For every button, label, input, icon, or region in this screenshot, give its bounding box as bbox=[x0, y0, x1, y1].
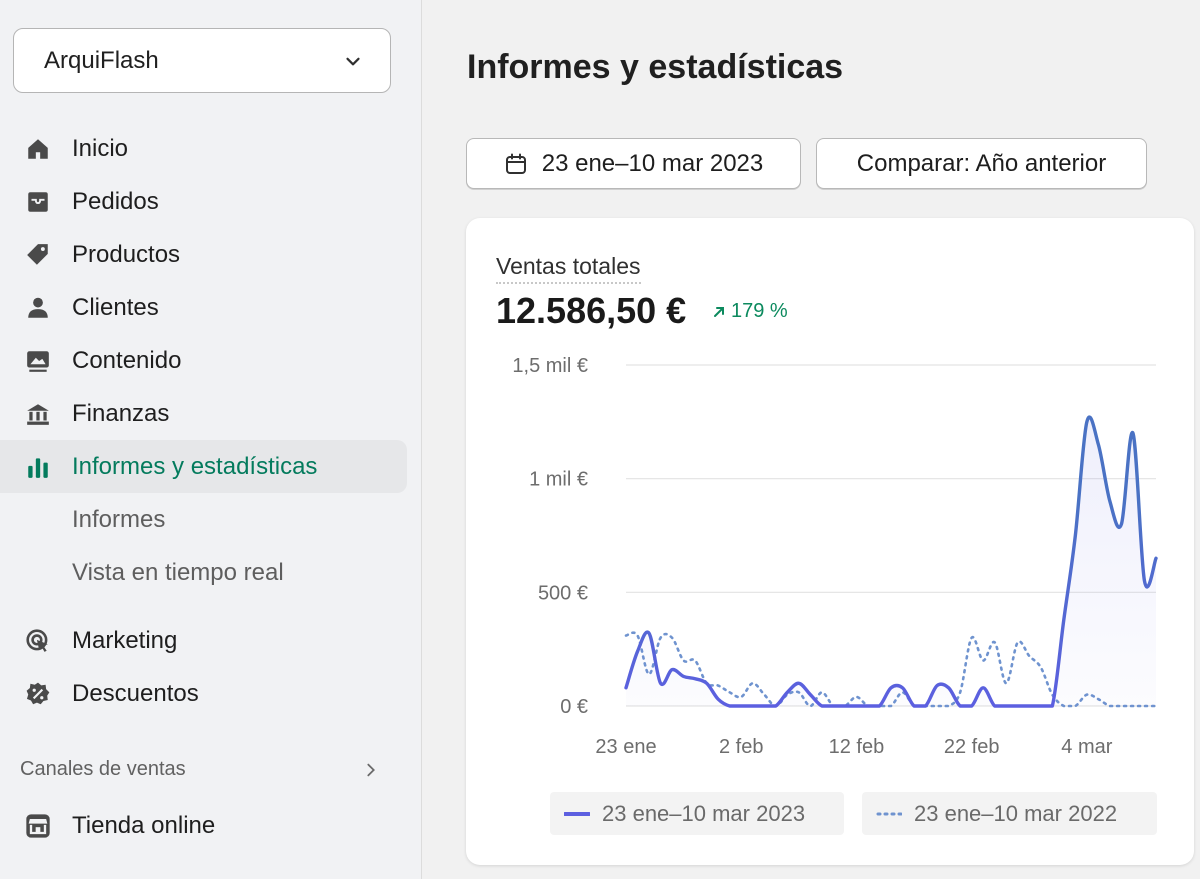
metric-change-value: 179 % bbox=[731, 300, 788, 322]
nav-item-label: Inicio bbox=[72, 134, 129, 162]
sales-line-chart: 1,5 mil € 1 mil € 500 € 0 € 23 ene 2 feb 12 f… bbox=[512, 355, 1158, 758]
inbox-icon bbox=[24, 188, 52, 216]
chevron-right-icon bbox=[367, 763, 375, 776]
x-tick-label: 23 ene bbox=[595, 736, 656, 758]
page-title: Informes y estadísticas bbox=[467, 48, 844, 86]
nav-item-label: Descuentos bbox=[72, 679, 199, 707]
nav-item-tienda-online[interactable]: Tienda online bbox=[24, 799, 215, 852]
legend-item-current[interactable]: 23 ene–10 mar 2023 bbox=[550, 792, 844, 835]
nav-item-clientes[interactable]: Clientes bbox=[0, 281, 407, 334]
nav-item-finanzas[interactable]: Finanzas bbox=[0, 387, 407, 440]
y-tick-label: 500 € bbox=[538, 582, 588, 604]
sales-channels-header[interactable]: Canales de ventas bbox=[20, 758, 380, 781]
sidebar: ArquiFlash Inicio Pedidos Productos C bbox=[0, 0, 422, 879]
bar-chart-icon bbox=[24, 453, 52, 481]
x-tick-label: 22 feb bbox=[944, 736, 1000, 758]
nav-item-label: Clientes bbox=[72, 293, 159, 321]
store-selector[interactable]: ArquiFlash bbox=[13, 28, 391, 93]
metric-value: 12.586,50 € bbox=[496, 290, 687, 331]
person-icon bbox=[24, 294, 52, 322]
legend-solid-line-icon bbox=[564, 811, 590, 816]
tag-icon bbox=[24, 241, 52, 269]
nav-item-pedidos[interactable]: Pedidos bbox=[0, 175, 407, 228]
nav-item-label: Productos bbox=[72, 240, 181, 268]
bank-icon bbox=[24, 400, 52, 428]
nav-item-marketing[interactable]: Marketing bbox=[0, 614, 407, 667]
nav-item-label: Tienda online bbox=[72, 811, 216, 839]
x-tick-label: 2 feb bbox=[719, 736, 763, 758]
nav-item-inicio[interactable]: Inicio bbox=[0, 122, 407, 175]
x-tick-label: 12 feb bbox=[829, 736, 885, 758]
calendar-icon bbox=[505, 153, 526, 174]
main-nav: Inicio Pedidos Productos Clientes Conten… bbox=[0, 122, 407, 720]
date-range-button[interactable]: 23 ene–10 mar 2023 bbox=[466, 138, 801, 189]
nav-item-productos[interactable]: Productos bbox=[0, 228, 407, 281]
nav-subitem-tiempo-real[interactable]: Vista en tiempo real bbox=[72, 558, 284, 586]
legend-dotted-line-icon bbox=[876, 812, 902, 815]
y-tick-label: 1,5 mil € bbox=[512, 355, 588, 377]
home-icon bbox=[24, 135, 52, 163]
nav-item-label: Informes y estadísticas bbox=[72, 452, 318, 480]
metric-label[interactable]: Ventas totales bbox=[496, 253, 641, 284]
y-tick-label: 1 mil € bbox=[529, 469, 588, 491]
nav-item-label: Finanzas bbox=[72, 399, 170, 427]
nav-item-contenido[interactable]: Contenido bbox=[0, 334, 407, 387]
y-tick-label: 0 € bbox=[560, 696, 588, 718]
legend-label: 23 ene–10 mar 2023 bbox=[602, 800, 806, 826]
image-icon bbox=[24, 347, 52, 375]
series-line-current bbox=[624, 415, 1158, 708]
nav-item-descuentos[interactable]: Descuentos bbox=[0, 667, 407, 720]
discount-icon bbox=[24, 680, 52, 708]
store-icon bbox=[24, 812, 52, 840]
legend-label: 23 ene–10 mar 2022 bbox=[914, 800, 1118, 826]
chevron-down-icon bbox=[346, 57, 360, 65]
nav-item-label: Marketing bbox=[72, 626, 178, 654]
store-name: ArquiFlash bbox=[44, 46, 159, 74]
x-tick-label: 4 mar bbox=[1061, 736, 1112, 758]
legend-item-previous[interactable]: 23 ene–10 mar 2022 bbox=[862, 792, 1157, 835]
arrow-up-right-icon bbox=[714, 306, 724, 317]
sales-channels-label: Canales de ventas bbox=[20, 758, 186, 780]
sales-card: Ventas totales 12.586,50 € 179 % 1,5 mil… bbox=[466, 218, 1194, 865]
nav-item-label: Pedidos bbox=[72, 187, 159, 215]
compare-button[interactable]: Comparar: Año anterior bbox=[816, 138, 1147, 189]
series-area-current bbox=[626, 417, 1156, 706]
date-range-label: 23 ene–10 mar 2023 bbox=[541, 149, 764, 177]
nav-item-label: Contenido bbox=[72, 346, 182, 374]
metric-change-badge: 179 % bbox=[712, 300, 788, 323]
nav-item-informes[interactable]: Informes y estadísticas bbox=[0, 440, 407, 493]
compare-label: Comparar: Año anterior bbox=[856, 149, 1107, 177]
nav-subitem-informes[interactable]: Informes bbox=[72, 505, 166, 533]
target-icon bbox=[24, 627, 52, 655]
